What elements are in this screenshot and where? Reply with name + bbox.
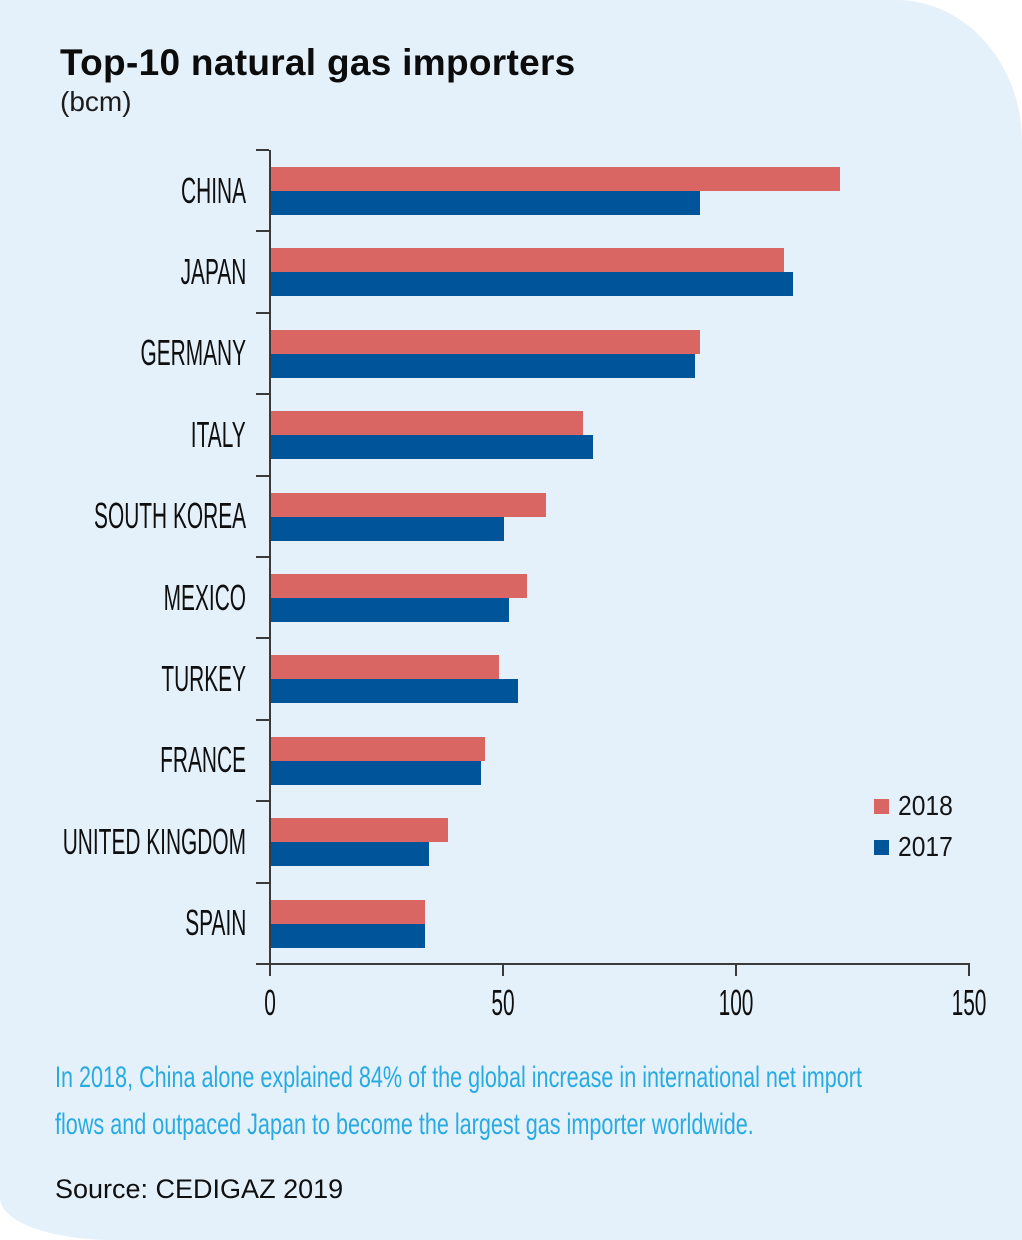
page-title: Top-10 natural gas importers [60,42,576,83]
chart-row-turkey: TURKEY [161,638,969,719]
chart-row-germany: GERMANY [140,313,969,394]
bar-2017-italy [271,435,593,460]
x-axis-line [260,963,970,965]
x-axis-tick-150 [968,965,970,976]
legend-item-2018: 2018 [874,790,960,822]
bar-2017-united-kingdom [271,842,430,867]
x-axis-tick-label-50: 50 [491,982,515,1023]
category-label-germany: GERMANY [140,332,246,374]
y-axis-boundary-tick [256,393,269,396]
y-axis-boundary-tick [256,881,269,884]
chart-row-italy: ITALY [191,394,969,475]
category-label-turkey: TURKEY [161,658,246,700]
y-axis-boundary-tick [256,311,269,314]
category-label-italy: ITALY [191,413,246,455]
bar-2017-japan [271,272,793,297]
bar-2018-china [271,167,840,191]
category-label-japan: JAPAN [180,251,246,293]
bar-chart: CHINA JAPAN GERMANY ITALY SOUTH KOREA MEXICO T… [63,149,986,1023]
chart-row-south-korea: SOUTH KOREA [94,476,969,557]
y-axis-boundary-tick [256,800,269,803]
chart-row-mexico: MEXICO [164,557,969,638]
bar-2018-spain [271,899,425,924]
y-axis-boundary-tick [256,149,269,151]
category-label-south-korea: SOUTH KOREA [94,495,246,537]
x-axis-tick-50 [502,965,504,976]
y-axis-line [269,150,271,964]
x-axis-tick-0 [269,965,271,976]
unit-label: (bcm) [60,86,132,117]
y-axis-boundary-tick [256,230,269,233]
x-axis-tick-100 [735,965,737,976]
y-axis-boundary-tick [256,474,269,477]
legend: 2018 2017 [874,790,960,872]
source-text: Source: CEDIGAZ 2019 [55,1174,344,1204]
x-axis-tick-label-150: 150 [951,982,987,1023]
chart-row-united-kingdom: UNITED KINGDOM [63,801,969,882]
category-label-mexico: MEXICO [163,576,246,618]
category-label-united-kingdom: UNITED KINGDOM [62,820,246,862]
y-axis-boundary-tick [256,718,269,721]
legend-item-2017: 2017 [874,831,960,863]
bar-2018-germany [271,329,700,354]
bar-2017-mexico [271,598,509,622]
chart-row-china: CHINA [181,150,969,231]
x-axis-tick-label-100: 100 [718,982,754,1023]
chart-row-japan: JAPAN [180,231,969,312]
bar-2017-germany [271,353,696,378]
legend-swatch-2017 [874,839,889,855]
bar-2017-south-korea [271,516,504,541]
legend-label-2018: 2018 [898,790,953,821]
legend-swatch-2018 [874,798,889,814]
chart-row-spain: SPAIN [185,883,969,964]
bar-2018-france [271,736,486,761]
category-label-france: FRANCE [160,739,246,781]
bar-2017-france [271,760,481,785]
x-axis-tick-label-0: 0 [264,982,276,1023]
category-label-china: CHINA [181,169,246,211]
bar-2017-china [271,191,700,215]
bar-2018-mexico [271,574,528,598]
bar-2018-united-kingdom [271,818,449,843]
bar-2017-spain [271,923,425,948]
category-label-spain: SPAIN [184,902,246,944]
bar-2018-japan [271,248,784,273]
bar-2018-italy [271,411,584,436]
y-axis-boundary-tick [256,556,269,558]
caption-text: In 2018, China alone explained 84% of th… [55,1061,862,1141]
bar-2018-south-korea [271,492,546,517]
chart-row-france: FRANCE [160,720,969,801]
bar-2017-turkey [271,679,518,704]
bar-2018-turkey [271,655,500,680]
legend-label-2017: 2017 [898,831,953,862]
y-axis-boundary-tick [256,637,269,640]
